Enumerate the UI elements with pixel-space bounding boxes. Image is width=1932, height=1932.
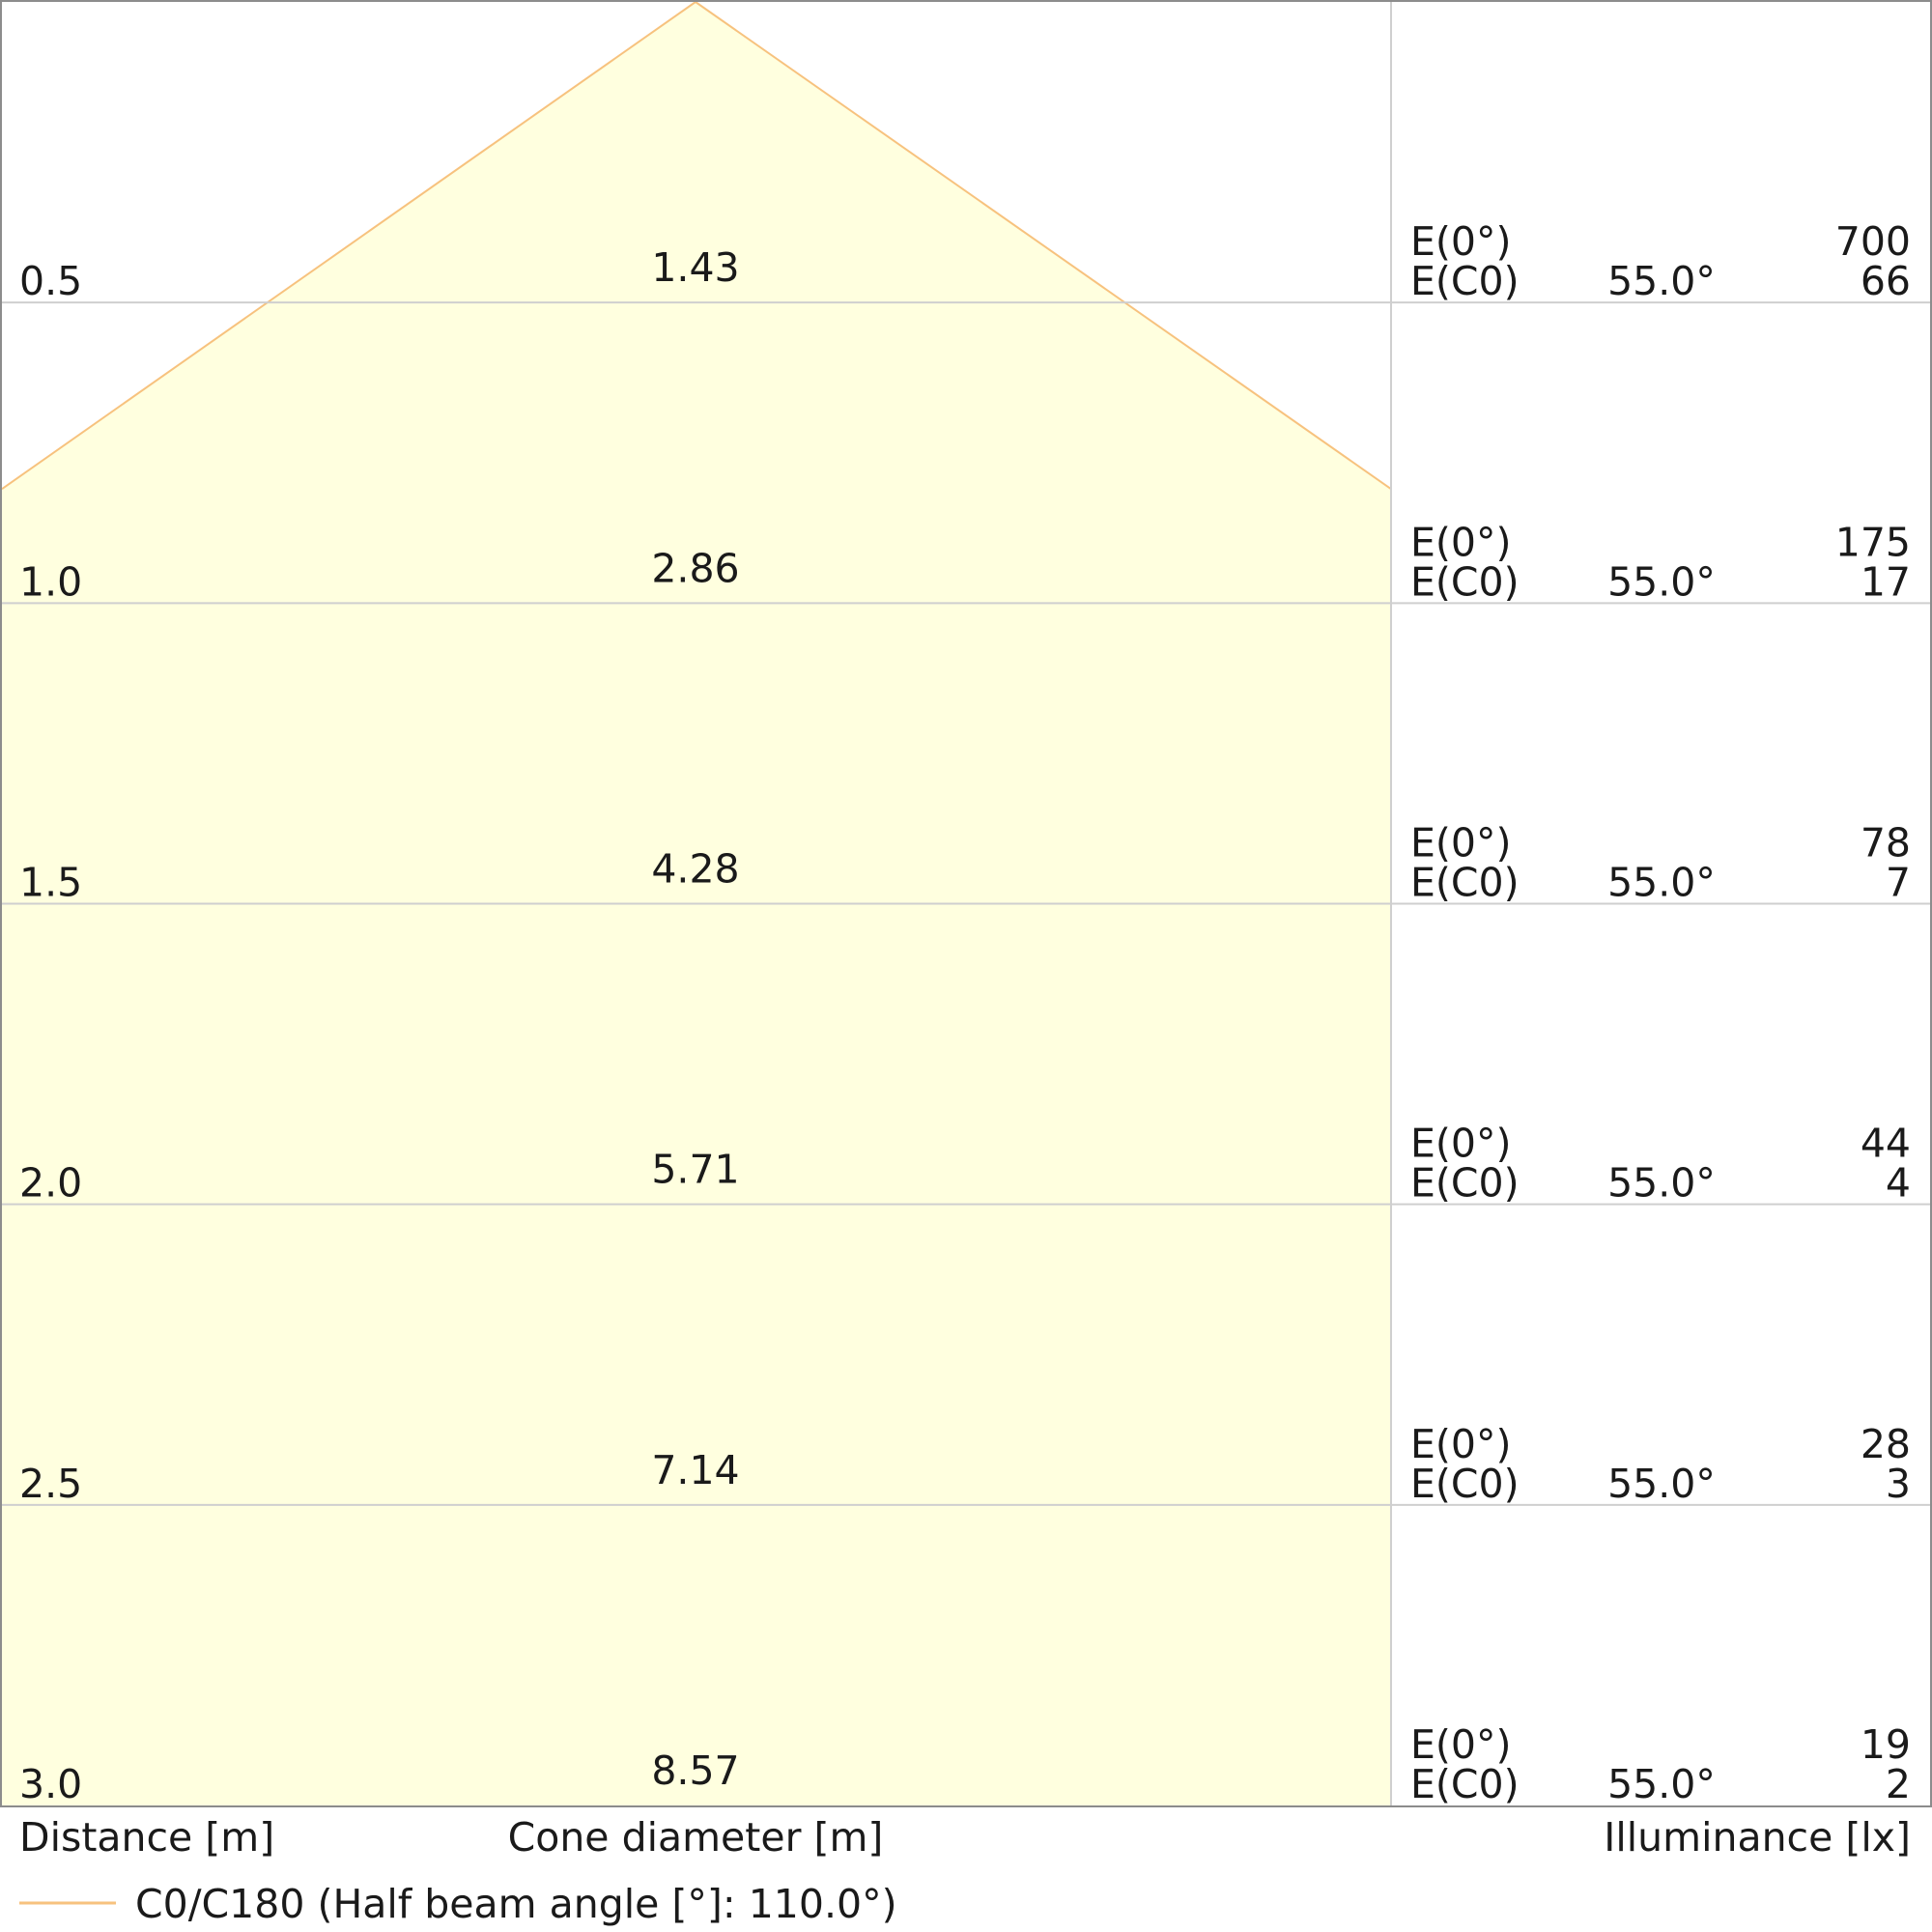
ec0-value: 17: [1861, 558, 1911, 605]
ec0-label: E(C0): [1410, 860, 1520, 906]
e0-label: E(0°): [1410, 519, 1511, 565]
distance-value: 1.0: [19, 558, 82, 605]
ec0-angle: 55.0°: [1607, 258, 1716, 304]
distance-axis-label: Distance [m]: [19, 1814, 274, 1861]
ec0-label: E(C0): [1410, 558, 1520, 605]
ec0-value: 4: [1886, 1160, 1911, 1207]
cone-diameter-axis-label: Cone diameter [m]: [508, 1814, 884, 1861]
cone-diameter-value: 8.57: [651, 1747, 739, 1794]
ec0-label: E(C0): [1410, 1461, 1520, 1507]
ec0-value: 3: [1886, 1461, 1911, 1507]
ec0-value: 7: [1886, 860, 1911, 906]
ec0-angle: 55.0°: [1607, 1461, 1716, 1507]
distance-value: 0.5: [19, 258, 82, 304]
distance-value: 1.5: [19, 860, 82, 906]
ec0-angle: 55.0°: [1607, 558, 1716, 605]
ec0-label: E(C0): [1410, 1761, 1520, 1807]
cone-diameter-value: 5.71: [651, 1147, 739, 1193]
ec0-label: E(C0): [1410, 258, 1520, 304]
e0-label: E(0°): [1410, 1121, 1511, 1167]
grid-layer: [2, 2, 1930, 1805]
ec0-value: 2: [1886, 1761, 1911, 1807]
e0-label: E(0°): [1410, 1721, 1511, 1768]
ec0-value: 66: [1861, 258, 1911, 304]
cone-diameter-value: 1.43: [651, 244, 739, 291]
e0-value: 78: [1861, 820, 1911, 867]
distance-value: 2.5: [19, 1461, 82, 1507]
cone-diameter-value: 7.14: [651, 1447, 739, 1493]
e0-label: E(0°): [1410, 218, 1511, 265]
ec0-label: E(C0): [1410, 1160, 1520, 1207]
ec0-angle: 55.0°: [1607, 860, 1716, 906]
e0-value: 28: [1861, 1421, 1911, 1467]
e0-label: E(0°): [1410, 820, 1511, 867]
distance-value: 3.0: [19, 1761, 82, 1807]
illuminance-axis-label: Illuminance [lx]: [1604, 1814, 1911, 1861]
cone-diameter-value: 2.86: [651, 545, 739, 591]
e0-label: E(0°): [1410, 1421, 1511, 1467]
ec0-angle: 55.0°: [1607, 1761, 1716, 1807]
e0-value: 19: [1861, 1721, 1911, 1768]
e0-value: 44: [1861, 1121, 1911, 1167]
e0-value: 175: [1835, 519, 1911, 565]
legend-label: C0/C180 (Half beam angle [°]: 110.0°): [135, 1881, 897, 1927]
plot-frame: [0, 0, 1932, 1807]
cone-diameter-value: 4.28: [651, 846, 739, 893]
distance-value: 2.0: [19, 1160, 82, 1207]
ec0-angle: 55.0°: [1607, 1160, 1716, 1207]
e0-value: 700: [1835, 218, 1911, 265]
